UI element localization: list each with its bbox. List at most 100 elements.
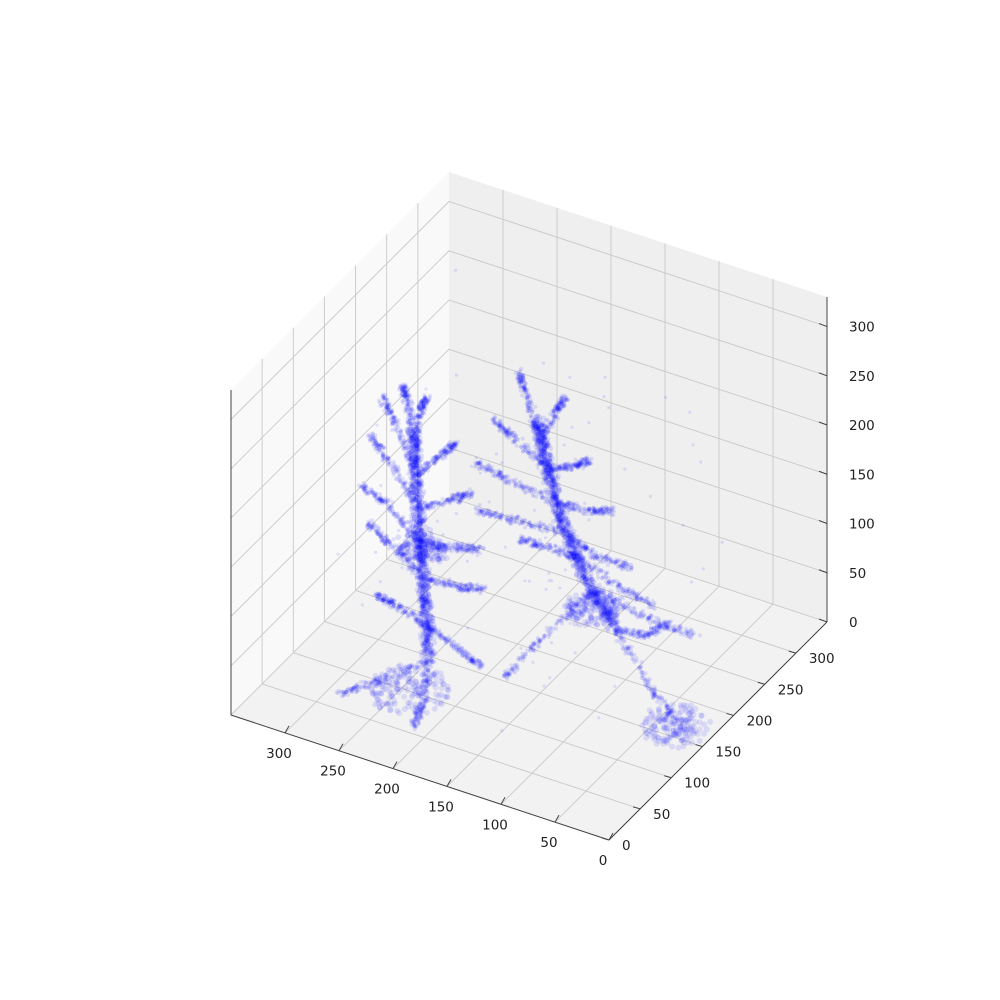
data-point [583,581,589,587]
data-point [657,697,662,702]
data-point [599,601,605,607]
data-point [520,448,526,454]
data-point [568,529,574,535]
data-point [566,529,572,535]
data-point [541,423,547,429]
data-point [565,540,571,546]
data-point [541,443,547,449]
data-point [582,564,589,570]
data-point [432,631,437,636]
data-point [566,535,572,541]
data-point [574,559,581,565]
data-point [528,423,534,429]
data-point [552,511,558,517]
data-point [542,459,549,465]
data-point [563,515,569,521]
data-point [598,612,605,618]
data-point [559,399,564,405]
data-point [550,413,555,418]
data-point [593,550,599,555]
data-point [516,380,522,386]
data-point [561,509,567,516]
data-point [552,487,558,494]
data-point [576,556,582,563]
data-point [414,575,419,581]
data-point [504,675,509,680]
data-point [548,485,554,491]
data-point [646,617,651,622]
x-tick [446,779,452,787]
data-point [609,608,615,614]
data-point [541,475,547,482]
data-point [416,720,422,725]
data-point [571,545,577,551]
data-point [544,444,550,450]
data-point [546,467,552,473]
data-point [581,541,586,546]
data-point [514,443,519,448]
data-point [581,564,587,570]
data-point [584,581,591,587]
data-point [611,513,616,518]
data-point [557,517,564,523]
data-point [409,568,414,573]
data-point [552,482,558,488]
data-point [553,498,559,504]
data-point [534,489,539,494]
data-point [548,475,555,481]
data-point [639,610,644,615]
data-point [566,537,573,543]
data-point [462,654,468,659]
data-point [551,488,557,494]
data-point [571,553,577,559]
data-point [462,587,467,592]
data-point [548,469,554,476]
data-point [554,501,559,506]
y-tick [757,681,765,685]
data-point [575,557,581,563]
data-point [521,486,526,491]
data-point [613,632,618,637]
data-point [609,623,615,629]
data-point [534,436,540,442]
data-point [643,671,648,676]
data-point [560,527,566,534]
data-point [565,537,571,544]
data-point [551,481,557,487]
data-point [542,450,548,456]
data-point [557,510,563,516]
data-point [462,543,467,548]
data-point [573,561,580,567]
data-point [625,651,630,656]
data-point [409,610,414,615]
data-point [551,478,557,484]
data-point [589,576,595,583]
data-point [606,602,612,608]
data-point [536,437,542,443]
data-point [592,591,598,598]
data-point [557,521,564,527]
data-point [604,626,611,632]
data-point [564,530,570,536]
data-point [549,470,555,476]
data-point [578,568,584,574]
data-point [569,536,576,543]
data-point [631,588,636,593]
data-point [520,436,525,441]
data-point [550,494,556,500]
data-point [533,404,538,409]
data-point [559,509,565,515]
data-point [596,575,601,580]
data-point [543,475,549,481]
data-point [550,493,557,499]
data-point [538,445,544,451]
data-point [538,435,544,441]
data-point [550,421,555,426]
data-point [607,616,613,622]
data-point [557,517,564,523]
data-point [518,388,523,393]
data-point [584,576,590,582]
data-point [542,490,547,495]
data-point [554,513,560,519]
data-point [539,435,545,441]
